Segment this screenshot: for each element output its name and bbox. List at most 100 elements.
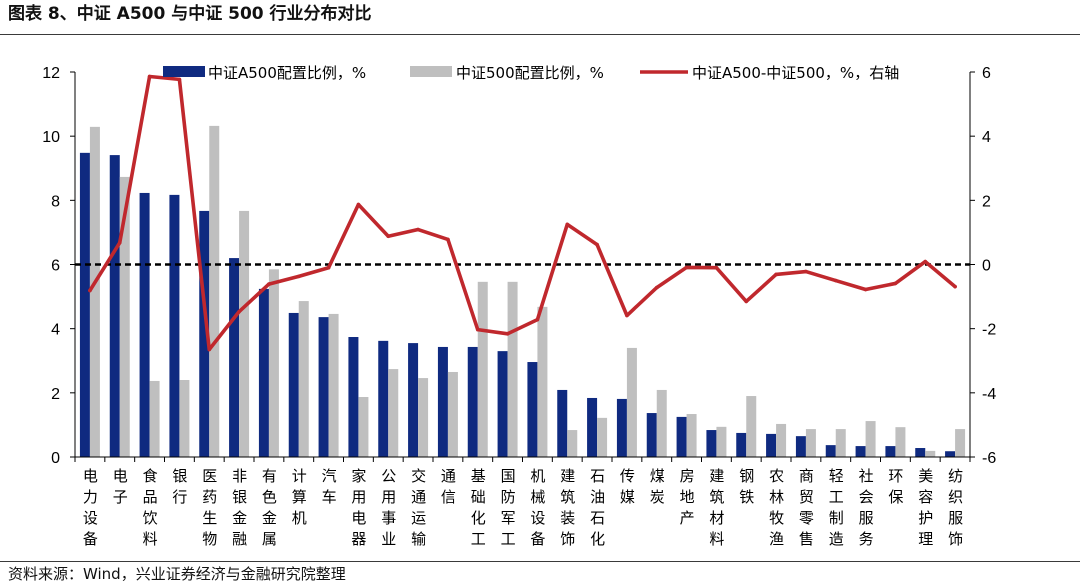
a500-bar-14 bbox=[467, 346, 478, 457]
diff-point-19 bbox=[625, 313, 629, 318]
legend: 中证A500配置比例，% 中证500配置比例，% 中证A500-中证500，%，… bbox=[163, 64, 899, 82]
a500-bar-29 bbox=[915, 448, 926, 457]
csi500-bar-14 bbox=[477, 281, 488, 457]
csi500-bar-19 bbox=[626, 347, 637, 457]
a500-bar-1 bbox=[79, 152, 90, 457]
a500-bar-17 bbox=[557, 389, 568, 457]
a500-bar-27 bbox=[855, 446, 866, 457]
csi500-bar-8 bbox=[298, 301, 309, 457]
a500-bar-15 bbox=[497, 351, 508, 458]
legend-swatch-a500 bbox=[163, 66, 205, 77]
csi500-bar-6 bbox=[239, 210, 250, 457]
diff-point-11 bbox=[386, 234, 391, 239]
csi500-bar-24 bbox=[776, 423, 787, 457]
a500-bar-22 bbox=[706, 430, 717, 457]
a500-bar-30 bbox=[945, 451, 956, 457]
diff-point-22 bbox=[714, 265, 719, 270]
csi500-bar-26 bbox=[835, 429, 846, 457]
csi500-bar-12 bbox=[418, 378, 429, 457]
diff-point-12 bbox=[416, 227, 420, 232]
figure-title: 图表 8、中证 A500 与中证 500 行业分布对比 bbox=[8, 4, 372, 24]
diff-point-20 bbox=[654, 285, 659, 290]
diff-point-14 bbox=[475, 327, 480, 332]
diff-point-25 bbox=[804, 269, 808, 274]
diff-point-30 bbox=[953, 284, 957, 289]
a500-bar-11 bbox=[378, 340, 389, 457]
csi500-bar-17 bbox=[567, 430, 578, 457]
csi500-bar-18 bbox=[597, 417, 608, 457]
a500-bar-13 bbox=[437, 346, 448, 457]
right-y-tick-label: 4 bbox=[982, 129, 991, 146]
source-note: 资料来源：Wind，兴业证券经济与金融研究院整理 bbox=[8, 565, 346, 583]
csi500-bar-13 bbox=[447, 371, 458, 457]
a500-bar-16 bbox=[527, 362, 538, 457]
csi500-bar-4 bbox=[179, 380, 190, 457]
csi500-bar-25 bbox=[805, 429, 816, 457]
right-y-tick-label: -4 bbox=[982, 386, 996, 403]
diff-point-2 bbox=[117, 240, 122, 245]
a500-bar-25 bbox=[795, 436, 806, 457]
diff-point-16 bbox=[535, 317, 540, 322]
legend-label-diff: 中证A500-中证500，%，右轴 bbox=[692, 64, 899, 82]
legend-label-a500: 中证A500配置比例，% bbox=[208, 64, 366, 82]
a500-bar-12 bbox=[408, 343, 419, 457]
a500-bar-4 bbox=[169, 194, 180, 457]
diff-point-5 bbox=[207, 347, 212, 352]
title-divider bbox=[0, 34, 1080, 35]
axis-ticks: 0 2 4 6 8 10 12 -6 -4 -2 0 2 4 6 bbox=[42, 65, 996, 467]
left-y-tick-label: 12 bbox=[42, 65, 60, 82]
diff-point-27 bbox=[863, 287, 868, 292]
diff-line-layer bbox=[88, 74, 957, 352]
right-y-tick-label: 6 bbox=[982, 65, 991, 82]
a500-bar-9 bbox=[318, 317, 329, 457]
a500-bar-8 bbox=[288, 312, 299, 457]
a500-bar-5 bbox=[199, 210, 210, 457]
diff-series-line bbox=[88, 74, 957, 352]
a500-bar-2 bbox=[109, 155, 120, 457]
right-y-tick-label: -6 bbox=[982, 450, 996, 467]
csi500-bar-10 bbox=[358, 397, 369, 457]
diff-point-9 bbox=[326, 265, 331, 270]
source-divider bbox=[0, 561, 1080, 562]
csi500-bar-27 bbox=[865, 421, 876, 457]
csi500-bar-1 bbox=[89, 126, 100, 458]
diff-point-13 bbox=[446, 237, 450, 242]
left-y-tick-label: 8 bbox=[51, 193, 60, 210]
a500-bar-10 bbox=[348, 337, 359, 457]
legend-label-csi500: 中证500配置比例，% bbox=[456, 64, 604, 82]
diff-point-24 bbox=[774, 272, 778, 277]
a500-bar-6 bbox=[229, 258, 240, 457]
diff-point-4 bbox=[177, 77, 182, 82]
csi500-bar-2 bbox=[119, 176, 130, 457]
csi500-bar-11 bbox=[388, 369, 399, 457]
csi500-bar-29 bbox=[925, 450, 936, 457]
bars-layer bbox=[79, 125, 966, 458]
right-y-tick-label: 0 bbox=[982, 258, 991, 275]
csi500-bar-30 bbox=[955, 429, 966, 457]
csi500-bar-23 bbox=[746, 396, 757, 457]
csi500-bar-7 bbox=[268, 269, 279, 457]
csi500-bar-21 bbox=[686, 414, 697, 457]
left-y-tick-label: 0 bbox=[51, 450, 60, 467]
a500-bar-28 bbox=[885, 446, 896, 457]
diff-point-15 bbox=[505, 332, 510, 336]
diff-point-1 bbox=[88, 288, 92, 293]
csi500-bar-5 bbox=[209, 125, 220, 458]
diff-point-3 bbox=[147, 74, 152, 79]
diff-point-23 bbox=[744, 299, 749, 304]
csi500-bar-20 bbox=[656, 389, 667, 457]
a500-bar-24 bbox=[766, 433, 777, 457]
diff-point-26 bbox=[833, 278, 838, 283]
left-y-tick-label: 10 bbox=[42, 129, 60, 146]
left-y-tick-label: 6 bbox=[51, 258, 60, 275]
diff-point-10 bbox=[356, 202, 361, 207]
diff-point-29 bbox=[923, 259, 928, 264]
a500-bar-18 bbox=[587, 397, 598, 457]
a500-bar-26 bbox=[825, 445, 836, 457]
diff-point-17 bbox=[565, 222, 570, 227]
diff-point-6 bbox=[237, 309, 241, 314]
a500-bar-21 bbox=[676, 416, 687, 457]
csi500-bar-15 bbox=[507, 281, 518, 457]
csi500-bar-3 bbox=[149, 380, 160, 457]
